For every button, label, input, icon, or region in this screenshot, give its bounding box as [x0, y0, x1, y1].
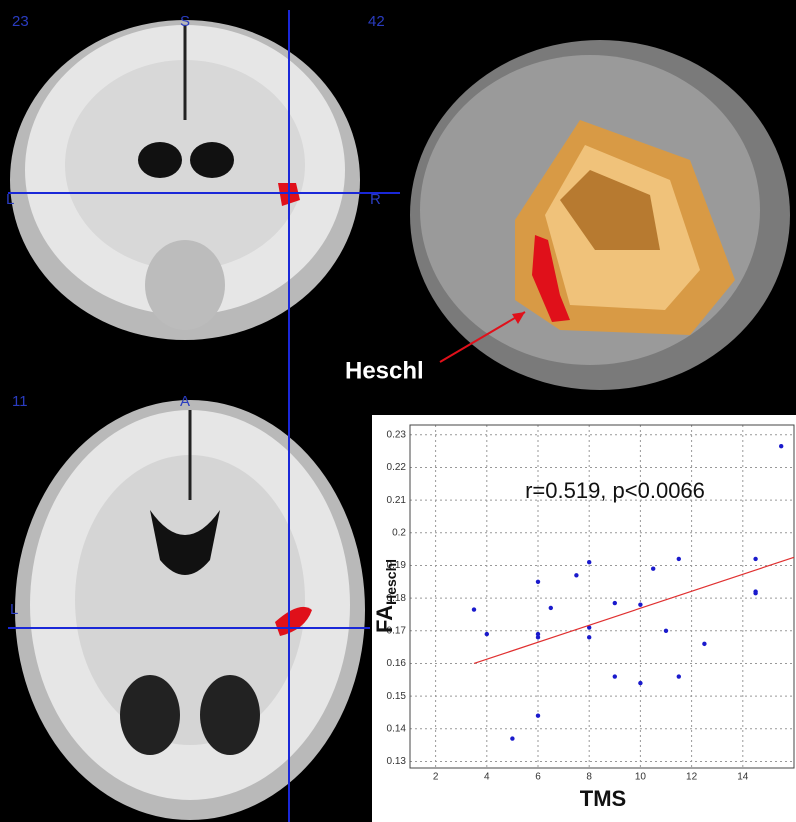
point	[510, 736, 515, 741]
y-tick-label: 0.17	[387, 625, 407, 636]
x-axis-label: TMS	[580, 786, 626, 811]
point	[779, 444, 784, 449]
point	[587, 635, 592, 640]
chart-annotation: r=0.519, p<0.0066	[525, 478, 705, 503]
y-tick-label: 0.23	[387, 429, 407, 440]
brain-3d	[410, 40, 790, 390]
y-axis-label-sub: Heschl	[383, 559, 399, 605]
x-tick-label: 10	[635, 772, 647, 783]
y-tick-label: 0.21	[387, 495, 407, 506]
y-tick-label: 0.16	[387, 658, 407, 669]
point	[753, 556, 758, 562]
point	[702, 641, 707, 647]
y-tick-label: 0.19	[387, 560, 407, 571]
point	[471, 607, 477, 612]
slice-label: L	[10, 601, 18, 618]
plot-frame	[409, 424, 795, 769]
point	[651, 566, 656, 571]
point	[587, 560, 592, 565]
point	[535, 579, 541, 584]
point	[587, 625, 592, 630]
y-tick-label: 0.15	[387, 691, 407, 702]
point	[574, 573, 579, 578]
coronal-slice	[10, 20, 360, 340]
slice-label: 23	[12, 13, 29, 30]
fit-line	[473, 556, 795, 665]
point	[663, 628, 669, 633]
x-tick-label: 12	[686, 772, 698, 783]
point	[484, 631, 489, 637]
x-tick-label: 6	[535, 772, 541, 783]
point	[535, 631, 541, 637]
point	[676, 556, 681, 562]
chart-panel	[372, 415, 796, 822]
slice-label: L	[6, 191, 14, 208]
y-tick-label: 0.14	[387, 723, 407, 734]
slice-label: R	[370, 191, 381, 208]
scatter-chart: 0.13 0.14 0.15 0.16 0.17 0.18 0.19 0.2 0.21 0.22 0…	[372, 424, 795, 811]
slice-label: 42	[368, 13, 385, 30]
arrow	[439, 311, 526, 363]
point	[638, 602, 643, 607]
point	[638, 680, 643, 686]
y-tick-label: 0.2	[392, 527, 406, 538]
annotation: Heschl	[345, 357, 424, 384]
x-tick-label: 2	[433, 772, 439, 783]
point	[612, 600, 617, 606]
y-axis-label-main: FA	[372, 605, 397, 633]
y-tick-label: 0.18	[387, 593, 407, 604]
x-tick-label: 4	[484, 772, 490, 783]
x-tick-label: 14	[737, 772, 749, 783]
x-tick-label: 8	[586, 772, 592, 783]
slice-label: S	[180, 13, 190, 30]
point	[535, 713, 541, 718]
y-tick-label: 0.22	[387, 462, 407, 473]
axial-slice	[15, 400, 365, 820]
point	[676, 674, 681, 679]
point	[548, 605, 553, 611]
y-axis-label: FAHeschl	[372, 559, 399, 633]
arrow-head	[512, 312, 525, 324]
point	[612, 674, 617, 679]
point	[753, 591, 758, 596]
y-tick-label: 0.13	[387, 756, 407, 767]
point	[535, 635, 541, 640]
slice-label: A	[180, 393, 190, 410]
slice-label: 11	[12, 393, 28, 410]
